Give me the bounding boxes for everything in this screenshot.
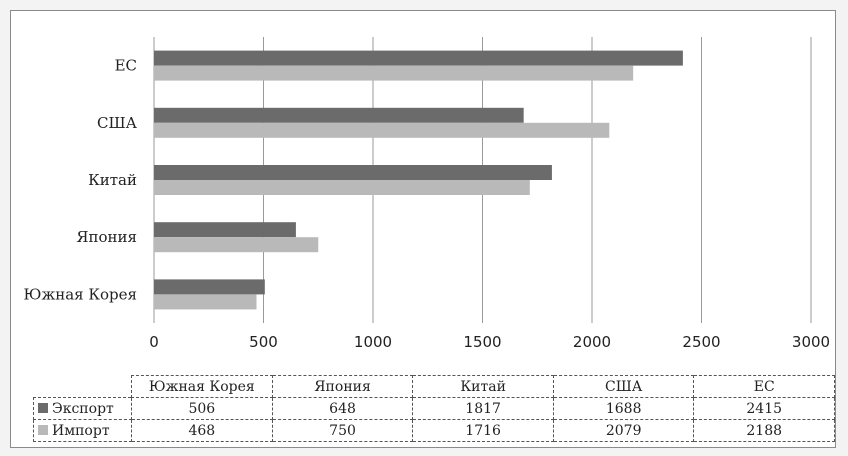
table-corner: [34, 376, 132, 398]
bar-export: [154, 279, 265, 295]
table-cell: 750: [271, 419, 414, 442]
bars: [154, 50, 683, 310]
bar-import: [154, 65, 634, 81]
bar-import: [154, 122, 610, 138]
table-cell: 2079: [552, 419, 695, 442]
legend-swatch-export: [38, 402, 48, 413]
category-label: Южная Корея: [24, 285, 137, 303]
table-cell: 506: [130, 397, 273, 420]
table-cell: 1688: [552, 397, 695, 420]
bar-import: [154, 237, 319, 253]
legend-label: Импорт: [52, 422, 110, 439]
category-label: Япония: [76, 228, 137, 246]
x-tick-label: 2000: [573, 333, 611, 351]
table-header: Китай: [412, 375, 554, 398]
chart-frame: Южная Корея Япония Китай США ЕС 0 500 1000 1500…: [10, 10, 836, 448]
table-row-import: Импорт 468 750 1716 2079 2188: [33, 419, 835, 442]
table-cell: 1817: [412, 397, 554, 420]
legend-swatch-import: [38, 424, 48, 435]
table-cell: 468: [130, 419, 273, 442]
bar-import: [154, 294, 257, 310]
x-tick-label: 1500: [463, 333, 501, 351]
table-header: ЕС: [693, 375, 835, 398]
category-labels: Южная Корея Япония Китай США ЕС: [24, 57, 138, 304]
table-header-row: Южная Корея Япония Китай США ЕС: [34, 375, 835, 398]
bar-export: [154, 50, 683, 66]
table-header: Южная Корея: [130, 375, 273, 398]
legend-entry-export: Экспорт: [33, 397, 132, 420]
x-tick-label: 2500: [682, 333, 720, 351]
table-cell: 648: [271, 397, 414, 420]
bar-export: [154, 165, 552, 180]
category-label: ЕС: [115, 57, 137, 75]
data-table: Южная Корея Япония Китай США ЕС Экспорт …: [33, 375, 835, 442]
legend-entry-import: Импорт: [33, 419, 132, 442]
x-tick-label: 0: [149, 333, 159, 351]
bar-export: [154, 222, 296, 238]
table-cell: 1716: [412, 419, 554, 442]
bar-chart: Южная Корея Япония Китай США ЕС 0 500 1000 1500…: [24, 37, 830, 351]
category-label: Китай: [88, 171, 137, 189]
x-tick-label: 1000: [354, 333, 392, 351]
table-header: США: [552, 375, 695, 398]
legend-label: Экспорт: [52, 400, 114, 417]
table-row-export: Экспорт 506 648 1817 1688 2415: [33, 397, 835, 420]
x-tick-label: 500: [249, 333, 278, 351]
table-cell: 2188: [693, 419, 835, 442]
x-tick-labels: 0 500 1000 1500 2000 2500 3000: [149, 333, 830, 351]
table-cell: 2415: [693, 397, 835, 420]
x-tick-label: 3000: [792, 333, 830, 351]
table-header: Япония: [271, 375, 414, 398]
bar-import: [154, 180, 530, 195]
category-label: США: [97, 114, 138, 132]
bar-export: [154, 107, 524, 123]
